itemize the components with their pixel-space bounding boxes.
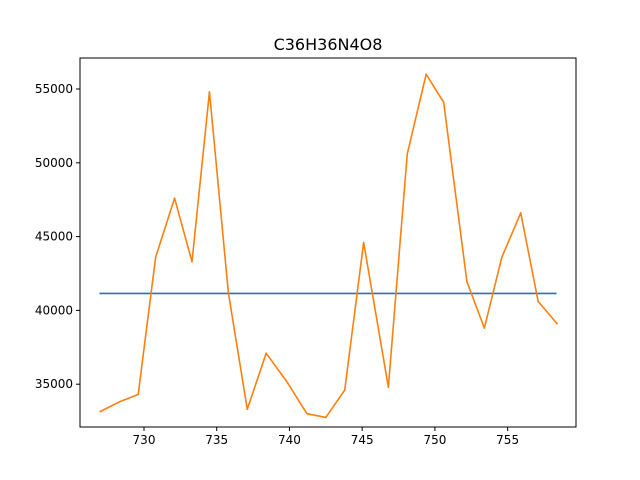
y-tick-label: 50000 xyxy=(35,156,73,170)
x-tick-label: 750 xyxy=(423,433,446,447)
y-tick-label: 45000 xyxy=(35,230,73,244)
data-point xyxy=(537,300,539,303)
data-point xyxy=(406,153,409,155)
data-point xyxy=(154,256,157,259)
data-point xyxy=(362,241,365,244)
data-point xyxy=(325,416,327,419)
chart-title: C36H36N4O8 xyxy=(274,35,383,54)
series-2 xyxy=(99,73,559,419)
x-tick-label: 755 xyxy=(496,433,519,447)
y-tick-label: 55000 xyxy=(35,82,73,96)
data-point xyxy=(466,280,468,283)
data-point xyxy=(306,412,308,415)
data-point xyxy=(554,292,557,295)
x-axis: 730 735 740 745 750 755 xyxy=(133,427,519,447)
data-point xyxy=(556,322,558,325)
data-point xyxy=(99,292,102,295)
data-point xyxy=(137,393,139,396)
data-point xyxy=(501,256,503,259)
data-point xyxy=(208,91,211,93)
data-point xyxy=(227,291,230,294)
data-point xyxy=(343,389,346,391)
data-point xyxy=(442,101,445,104)
data-point xyxy=(191,260,193,263)
x-tick-label: 730 xyxy=(133,433,156,447)
data-point xyxy=(285,380,288,383)
y-axis: 35000 40000 45000 50000 55000 xyxy=(35,82,80,391)
series-layer xyxy=(99,73,559,419)
data-point xyxy=(173,197,176,200)
x-tick-label: 735 xyxy=(205,433,228,447)
data-point xyxy=(387,386,390,388)
series-2-line xyxy=(99,73,559,419)
data-point xyxy=(118,401,121,403)
data-point xyxy=(519,212,522,214)
x-tick-label: 740 xyxy=(278,433,301,447)
series-1 xyxy=(99,292,557,295)
y-tick-label: 35000 xyxy=(35,377,73,391)
data-point xyxy=(483,327,486,329)
data-point xyxy=(425,73,427,76)
y-tick-label: 40000 xyxy=(35,303,73,317)
data-point xyxy=(246,408,249,411)
data-point xyxy=(265,352,267,355)
plot-area-frame xyxy=(79,57,577,428)
x-tick-label: 745 xyxy=(351,433,374,447)
data-point xyxy=(99,410,102,413)
